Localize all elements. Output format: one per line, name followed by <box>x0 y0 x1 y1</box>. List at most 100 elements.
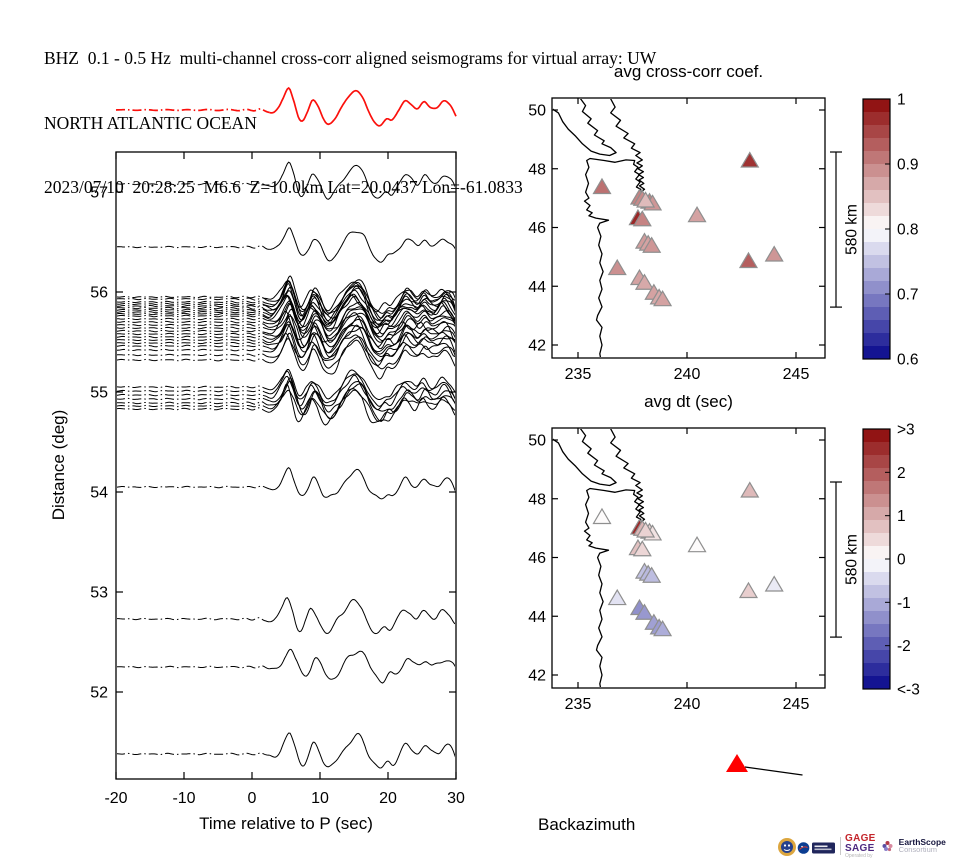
earthscope-consortium: Consortium <box>898 845 938 854</box>
map-xtick-label: 245 <box>783 696 810 713</box>
station-triangle <box>642 236 662 253</box>
seis-ytick-label: 57 <box>90 185 108 202</box>
station-triangle <box>653 289 673 307</box>
map-xtick-label: 240 <box>674 696 701 713</box>
seismogram-trace <box>269 161 455 200</box>
seis-xtick-label: 30 <box>447 790 465 807</box>
backazimuth-line-1: Backazimuth <box>538 815 636 834</box>
seismogram-trace <box>117 617 270 623</box>
logo-divider <box>840 837 841 855</box>
seis-xtick-label: -20 <box>104 790 127 807</box>
seismogram-trace <box>117 323 270 328</box>
map-xtick-label: 245 <box>783 366 810 383</box>
station-triangle <box>764 575 784 592</box>
seismogram-trace <box>269 466 455 500</box>
operated-by-text: Operated by <box>845 852 873 859</box>
seismogram-trace <box>117 332 270 336</box>
seismogram-trace <box>117 182 270 187</box>
map-dt-colorbar: >3 2 1 0 -1 -2 <-3 <box>862 422 920 699</box>
seis-xtick-label: 0 <box>248 790 257 807</box>
station-triangle <box>634 603 655 620</box>
seismogram-trace <box>269 370 455 407</box>
scalebar <box>830 481 842 638</box>
seismogram-trace <box>117 297 270 302</box>
colorbar-tick-label: -1 <box>897 595 911 612</box>
map-cc-stations <box>592 151 784 307</box>
usgs-logo-icon <box>812 842 835 854</box>
seismogram-traces <box>117 161 455 769</box>
seismogram-trace <box>117 338 270 343</box>
backazimuth-triangle-icon <box>726 754 748 772</box>
colorbar-tick-label: 1 <box>897 508 906 525</box>
station-triangle <box>592 507 612 525</box>
station-triangle <box>740 151 760 168</box>
figure-title: BHZ 0.1 - 0.5 Hz multi-channel cross-cor… <box>44 5 656 242</box>
seismogram-trace <box>117 329 270 335</box>
seismogram-trace <box>269 338 455 380</box>
sponsor-logos: GAGE SAGE Operated by EarthScope Consort… <box>776 833 946 859</box>
map-cc-scalebar-label: 580 km <box>843 204 861 255</box>
stack-reference-trace <box>115 86 457 127</box>
seismogram-trace <box>269 308 455 343</box>
map-ytick-label: 50 <box>528 433 546 450</box>
seis-xtick-label: 10 <box>311 790 329 807</box>
seismogram-trace <box>269 648 455 684</box>
seismogram-trace <box>269 383 455 426</box>
map-dt-scalebar-label: 580 km <box>843 534 861 585</box>
seismogram-panel: -20 -10 0 10 20 30 52 53 54 55 56 57 <box>90 86 465 807</box>
seismogram-trace <box>117 314 270 320</box>
seismogram-trace <box>269 380 455 423</box>
map-xtick-label: 240 <box>674 366 701 383</box>
station-triangle <box>738 251 759 269</box>
map-cc-panel: 235 240 245 42 44 46 48 50 1 0.9 0.8 0.7 0.6 <box>528 92 918 384</box>
map-ytick-label: 44 <box>528 609 546 626</box>
sage-logo-text: SAGE <box>845 842 875 854</box>
title-line-2: NORTH ATLANTIC OCEAN <box>44 112 257 133</box>
seis-xaxis-label: Time relative to P (sec) <box>199 814 373 833</box>
map-xtick-label: 235 <box>565 696 592 713</box>
seismogram-trace <box>117 326 270 330</box>
seismogram-trace <box>117 485 270 490</box>
seismogram-trace <box>269 323 455 358</box>
colorbar-tick-label: -2 <box>897 638 911 655</box>
seismogram-trace <box>269 280 455 322</box>
seismogram-trace <box>117 389 270 395</box>
seismogram-trace <box>117 393 270 399</box>
station-triangle <box>642 566 662 583</box>
seis-axes: -20 -10 0 10 20 30 52 53 54 55 56 57 <box>90 151 465 807</box>
seismogram-trace <box>269 302 455 338</box>
seismogram-trace <box>269 285 455 322</box>
seismogram-trace <box>269 303 455 342</box>
agency-logos <box>778 838 835 856</box>
map-dt-panel: 235 240 245 42 44 46 48 50 >3 2 1 0 -1 -2 <-3 <box>528 422 920 714</box>
map-ytick-label: 42 <box>528 338 546 355</box>
earthscope-name: EarthScope <box>898 836 946 847</box>
map-cc-title: avg cross-corr coef. <box>613 62 764 81</box>
seismogram-trace <box>269 597 455 635</box>
station-triangle <box>738 581 759 599</box>
seismogram-trace <box>117 353 270 358</box>
seismogram-trace <box>117 385 270 391</box>
nsf-logo-icon <box>778 838 796 856</box>
seis-xtick-label: 20 <box>379 790 397 807</box>
station-triangle <box>636 191 656 208</box>
station-triangle <box>607 258 627 276</box>
coastline <box>553 429 646 687</box>
seismogram-trace <box>269 275 455 314</box>
map-ytick-label: 46 <box>528 220 546 237</box>
station-triangle <box>653 619 673 637</box>
station-triangle <box>687 205 707 223</box>
colorbar-tick-label: <-3 <box>897 682 920 699</box>
map-dt-stations <box>592 481 784 637</box>
seismogram-trace <box>269 332 455 366</box>
station-triangle <box>687 535 707 553</box>
seis-ytick-label: 55 <box>90 385 108 402</box>
seismogram-trace <box>269 227 455 263</box>
station-triangle <box>636 521 656 538</box>
seismogram-trace <box>117 397 270 402</box>
earthscope-logo-icon <box>882 841 893 852</box>
colorbar-tick-label: 1 <box>897 92 906 109</box>
seismogram-trace <box>117 404 270 410</box>
title-line-1: BHZ 0.1 - 0.5 Hz multi-channel cross-cor… <box>44 48 657 68</box>
